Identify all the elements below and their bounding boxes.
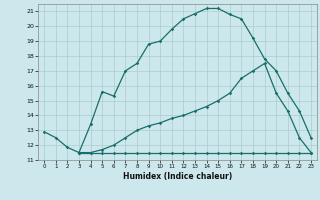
X-axis label: Humidex (Indice chaleur): Humidex (Indice chaleur) bbox=[123, 172, 232, 181]
